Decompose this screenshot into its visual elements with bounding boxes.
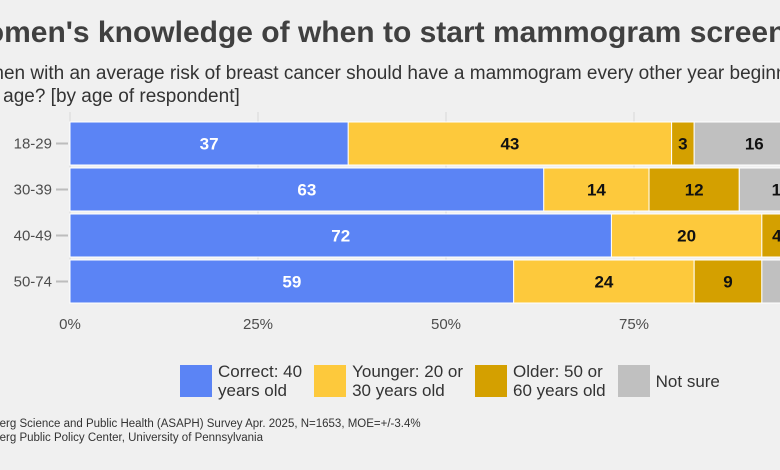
- data-label: 14: [587, 181, 606, 200]
- bar-segment: [69, 213, 612, 258]
- legend-swatch-younger: [314, 365, 347, 397]
- bar-segment: [513, 259, 695, 304]
- legend-item-older: Older: 50 or 60 years old: [475, 362, 606, 400]
- data-label: 72: [331, 227, 350, 246]
- legend-item-younger: Younger: 20 or 30 years old: [314, 362, 463, 400]
- subtitle-line-1: Women with an average risk of breast can…: [0, 63, 780, 84]
- chart-title: Women's knowledge of when to start mammo…: [0, 16, 780, 49]
- legend: Correct: 40 years old Younger: 20 or 30 …: [180, 358, 732, 404]
- data-label: 3: [678, 135, 687, 154]
- bar-segment: [693, 259, 763, 304]
- bar-segment: [738, 167, 780, 212]
- data-label: 16: [745, 135, 764, 154]
- legend-item-correct: Correct: 40 years old: [180, 362, 302, 400]
- bar-segment: [648, 167, 740, 212]
- source-line-2: Annenberg Public Policy Center, Universi…: [0, 432, 263, 444]
- bar-segment: [69, 259, 515, 304]
- data-label: 24: [594, 273, 613, 292]
- data-label: 59: [282, 273, 301, 292]
- bar-segment: [69, 167, 545, 212]
- data-label: 37: [200, 135, 219, 154]
- data-label: 12: [685, 181, 704, 200]
- source-note: Annenberg Science and Public Health (ASA…: [0, 417, 780, 451]
- data-label: 20: [677, 227, 696, 246]
- data-label: 63: [297, 181, 316, 200]
- y-tick-label: 40-49: [14, 228, 52, 245]
- x-tick-label: 25%: [243, 316, 273, 333]
- x-tick-label: 0%: [59, 316, 81, 333]
- chart-subtitle: Women with an average risk of breast can…: [0, 62, 780, 112]
- bar-segment: [761, 213, 780, 258]
- data-label: 9: [723, 273, 732, 292]
- legend-label-not-sure: Not sure: [655, 371, 720, 391]
- legend-label-younger: Younger: 20 or 30 years old: [352, 362, 464, 400]
- bar-segment: [610, 213, 763, 258]
- y-tick-label: 18-29: [14, 136, 52, 153]
- bar-segment: [761, 259, 780, 304]
- x-tick-label: 75%: [619, 316, 649, 333]
- bar-segment: [69, 121, 349, 166]
- legend-label-correct: Correct: 40 years old: [218, 362, 303, 400]
- data-label: 4: [772, 227, 780, 246]
- bar-segment: [543, 167, 650, 212]
- legend-swatch-correct: [180, 365, 212, 397]
- stacked-bar-chart: 0% 25% 50% 75% 18-29 37 43 3 16 30-39 63 14 12 11 40-4…: [14, 112, 780, 333]
- subtitle-line-2: at age? [by age of respondent]: [0, 86, 240, 107]
- y-tick-label: 30-39: [14, 182, 52, 199]
- x-tick-label: 50%: [431, 316, 461, 333]
- bar-segment: [347, 121, 673, 166]
- legend-swatch-older: [475, 365, 508, 397]
- legend-swatch-not-sure: [617, 365, 650, 397]
- y-tick-label: 50-74: [14, 274, 52, 291]
- bar-segment: [693, 121, 780, 166]
- data-label: 11: [772, 181, 780, 200]
- legend-label-older: Older: 50 or 60 years old: [513, 362, 606, 400]
- source-line-1: Annenberg Science and Public Health (ASA…: [0, 418, 421, 430]
- data-label: 43: [500, 135, 519, 154]
- legend-item-not-sure: Not sure: [617, 365, 720, 397]
